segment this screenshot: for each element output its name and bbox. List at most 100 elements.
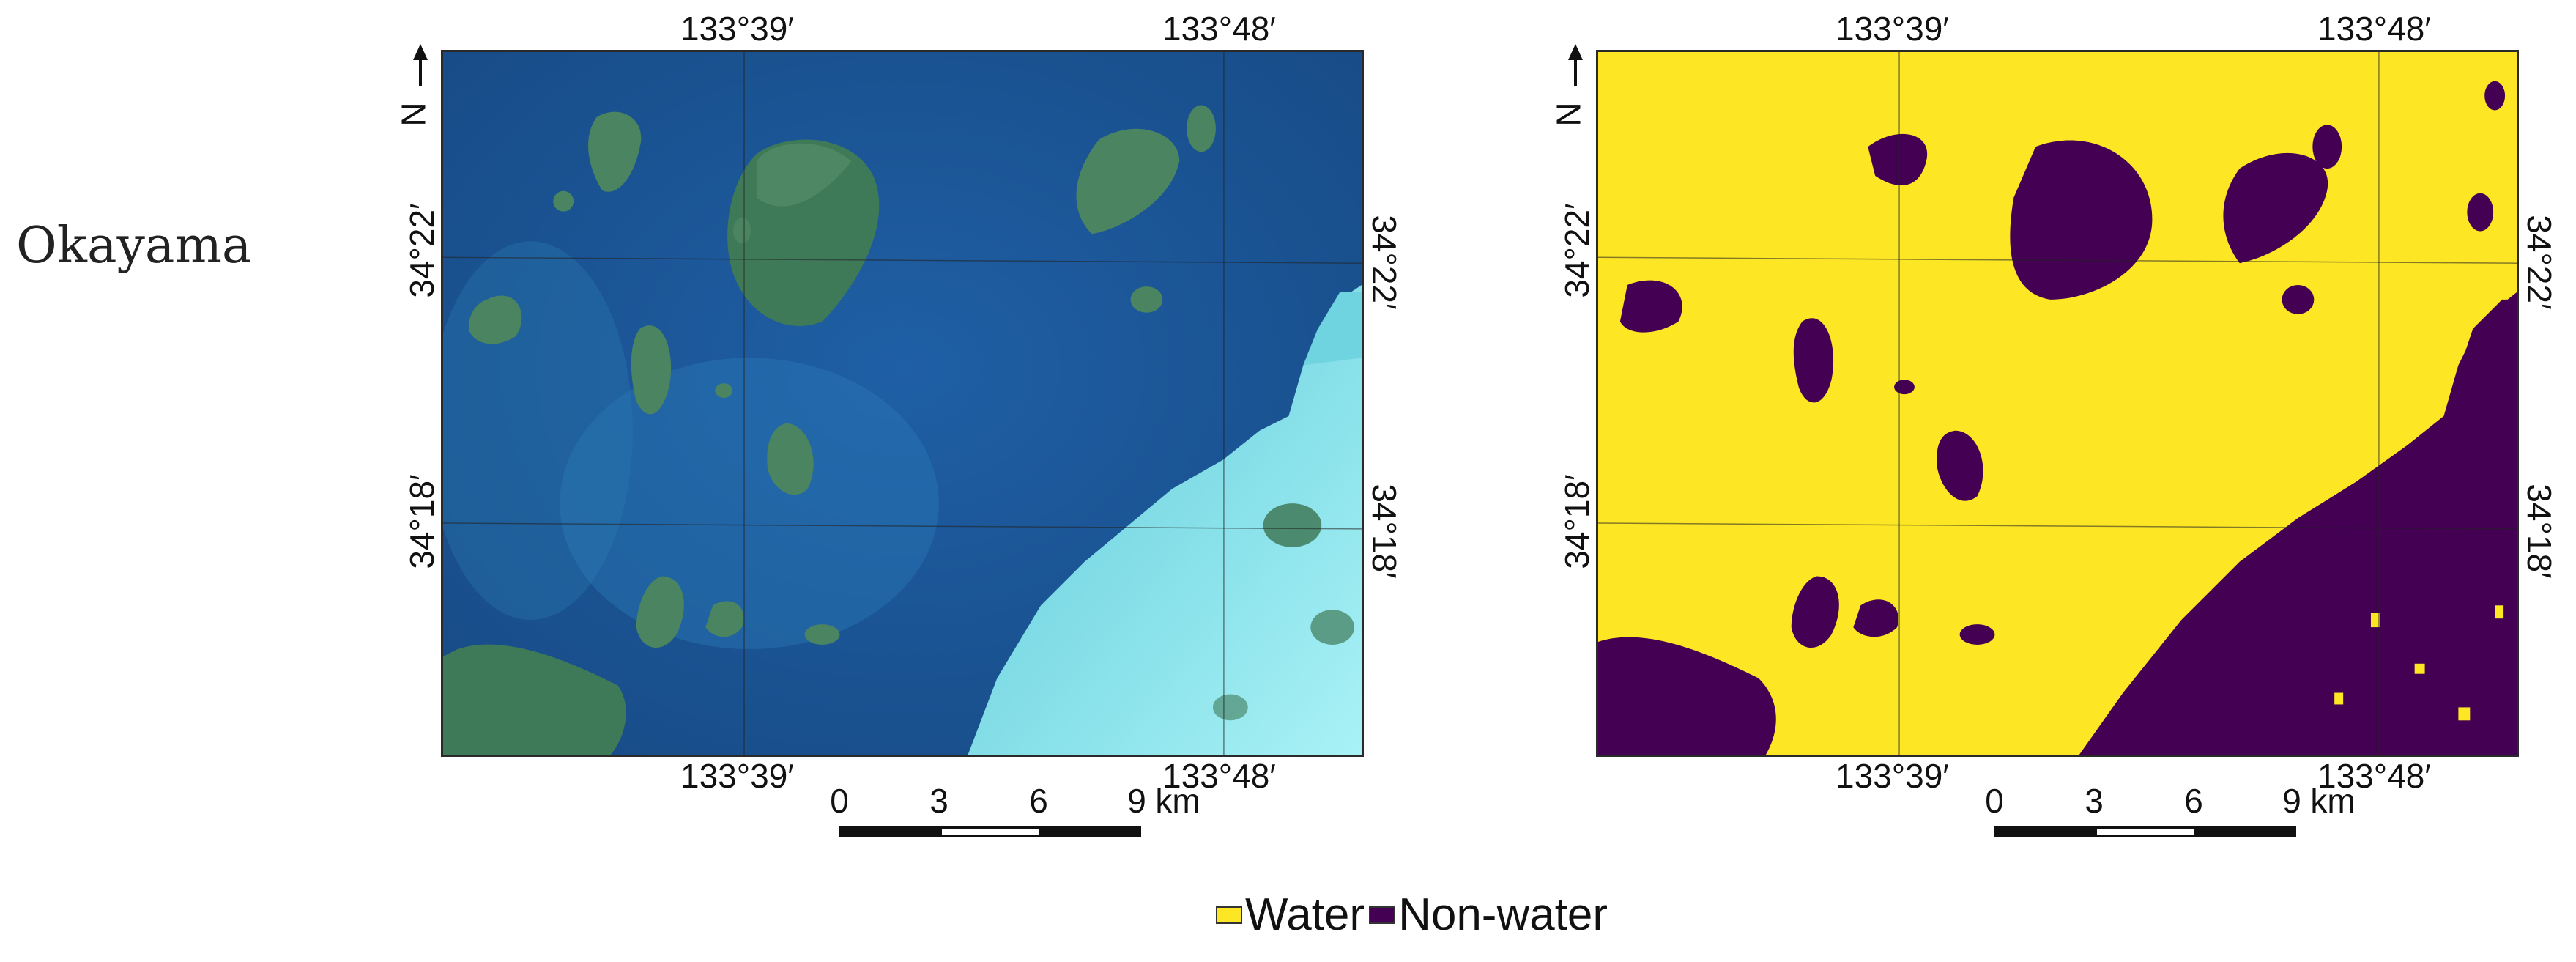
shallow-water: [560, 358, 939, 649]
classification-image: [1598, 52, 2517, 755]
region-label: Okayama: [16, 217, 252, 275]
island: [553, 190, 574, 212]
scale-bar-segment: [1994, 826, 2097, 837]
land-vegetation: [1310, 610, 1355, 645]
island: [767, 423, 814, 495]
right-latitude-label-1: 34°22′: [2520, 215, 2558, 310]
land-vegetation: [1212, 694, 1248, 721]
island: [705, 601, 744, 637]
right-latitude-label-2: 34°18′: [1365, 484, 1403, 579]
north-arrow: N: [395, 44, 433, 127]
nonwater-class-areas: [1598, 81, 2517, 755]
island: [756, 143, 852, 207]
nonwater-region: [2282, 285, 2315, 314]
nonwater-region: [1598, 637, 1776, 755]
bottom-longitude-label-1: 133°39′: [1836, 757, 1949, 795]
scale-tick-label: 6: [1029, 782, 1048, 820]
legend: Water Non-water: [1216, 892, 1608, 938]
scale-tick-label: 9: [1127, 782, 1146, 820]
north-arrow-head-icon: [413, 44, 428, 60]
island: [733, 217, 751, 244]
nonwater-region: [1937, 430, 1983, 501]
water-patch: [2334, 692, 2344, 705]
urban-area: [1303, 292, 1362, 366]
north-label: N: [394, 102, 433, 127]
nonwater-region: [1853, 599, 1898, 637]
island: [1187, 105, 1216, 152]
top-longitude-label-2: 133°48′: [1162, 10, 1276, 48]
scale-tick-label: 3: [2085, 782, 2104, 820]
island: [631, 325, 672, 415]
left-latitude-label-1: 34°22′: [403, 203, 441, 298]
nonwater-region: [1791, 576, 1839, 648]
nonwater-region: [2079, 292, 2517, 755]
graticule-line: [1598, 256, 2517, 264]
nonwater-region: [2312, 125, 2342, 169]
island: [804, 624, 840, 645]
nonwater-region: [1959, 624, 1995, 645]
left-latitude-label-2: 34°18′: [403, 474, 441, 569]
legend-item-nonwater: Non-water: [1365, 892, 1608, 938]
classification-image-frame: [1596, 50, 2519, 757]
nonwater-swatch: [1369, 906, 1396, 924]
scale-bar: 0 3 6 9 km: [829, 782, 1200, 850]
scale-bar-segment: [2194, 826, 2296, 837]
scale-bar-segment: [1039, 826, 1141, 837]
legend-item-water: Water: [1216, 892, 1365, 938]
urban-water-patches: [2334, 605, 2504, 721]
scale-bar: 0 3 6 9 km: [1984, 782, 2356, 850]
left-latitude-label-1: 34°22′: [1558, 203, 1596, 298]
satellite-map-panel: N 133°39′ 133°48′ 34°22′ 34°18′ 34°22′ 3…: [395, 0, 1567, 962]
island: [443, 644, 626, 755]
island: [1076, 128, 1180, 234]
water-patch: [2458, 707, 2471, 721]
water-patch: [2414, 663, 2425, 674]
water-patch: [2495, 605, 2504, 619]
scale-tick-label: 3: [929, 782, 949, 820]
bottom-longitude-label-1: 133°39′: [680, 757, 794, 795]
island: [636, 576, 684, 648]
nonwater-region: [2458, 299, 2517, 373]
bottom-longitude-label-2: 133°48′: [1162, 757, 1276, 795]
north-arrow-head-icon: [1568, 44, 1583, 60]
top-longitude-label-1: 133°39′: [680, 10, 794, 48]
graticule-line: [443, 256, 1362, 264]
water-swatch: [1216, 906, 1242, 924]
nonwater-region: [1793, 318, 1834, 403]
scale-unit-label: km: [2310, 782, 2356, 820]
classification-map-panel: N 133°39′ 133°48′ 34°22′ 34°18′ 34°22′ 3…: [1550, 0, 2576, 962]
nonwater-region: [1619, 280, 1682, 333]
left-latitude-label-2: 34°18′: [1558, 474, 1596, 569]
urban-area: [968, 285, 1362, 755]
nonwater-region: [2484, 81, 2506, 111]
scale-tick-label: 0: [830, 782, 849, 820]
nonwater-region: [1868, 133, 1928, 185]
island: [715, 383, 733, 399]
right-latitude-label-1: 34°22′: [1365, 215, 1403, 310]
island: [588, 111, 642, 192]
graticule-line: [443, 522, 1362, 530]
satellite-image: [443, 52, 1362, 755]
nonwater-region: [2467, 193, 2494, 232]
island: [1130, 286, 1163, 313]
satellite-image-frame: [441, 50, 1364, 757]
scale-bar-segment: [2095, 826, 2196, 837]
scale-bar-segment: [839, 826, 942, 837]
graticule-line: [1598, 522, 2517, 530]
north-label: N: [1549, 102, 1588, 127]
scale-unit-label: km: [1155, 782, 1200, 820]
top-longitude-label-1: 133°39′: [1836, 10, 1949, 48]
scale-tick-label: 9: [2282, 782, 2301, 820]
scale-tick-label: 6: [2184, 782, 2203, 820]
right-latitude-label-2: 34°18′: [2520, 484, 2558, 579]
legend-label-nonwater: Non-water: [1398, 889, 1608, 940]
land-vegetation: [1263, 503, 1322, 547]
scale-bar-segment: [940, 826, 1041, 837]
north-arrow: N: [1550, 44, 1588, 127]
nonwater-region: [2223, 152, 2328, 264]
bottom-longitude-label-2: 133°48′: [2317, 757, 2431, 795]
nonwater-region: [1894, 380, 1915, 395]
north-arrow-stem: [419, 59, 422, 86]
water-patch: [2370, 613, 2380, 628]
scale-tick-label: 0: [1985, 782, 2004, 820]
